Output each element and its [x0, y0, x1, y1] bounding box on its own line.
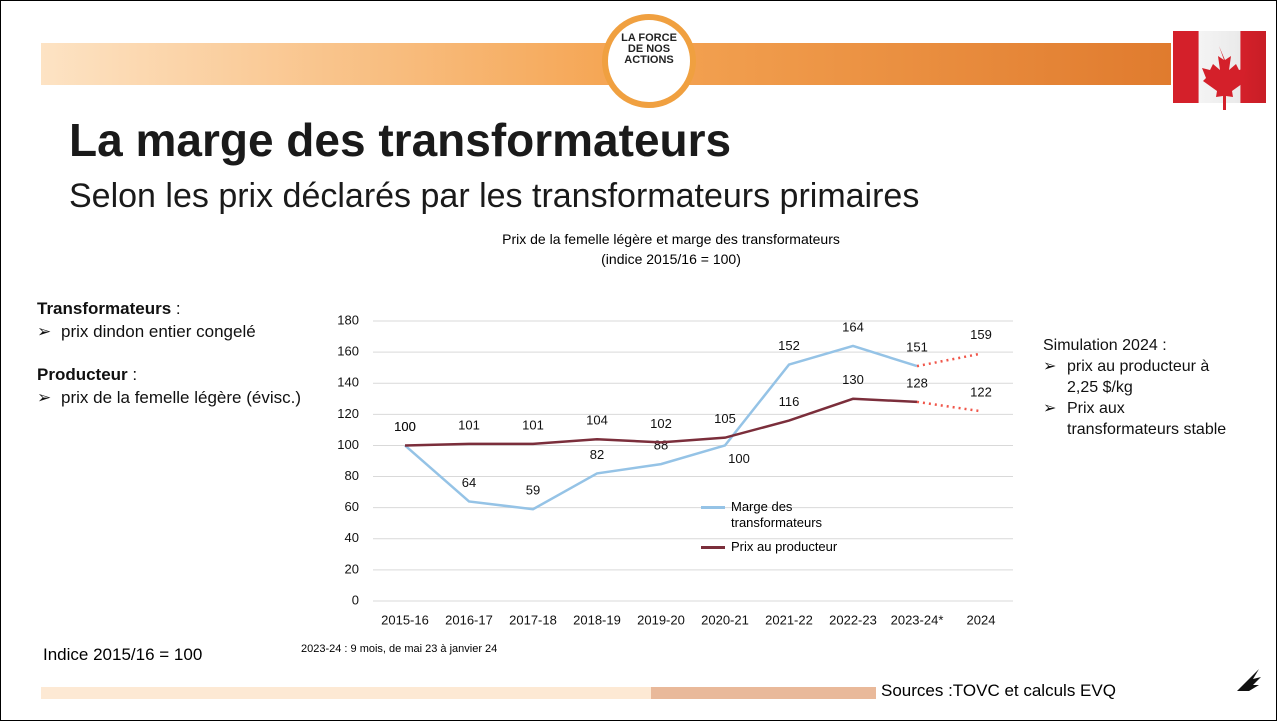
x-tick-label: 2022-23 [829, 612, 877, 627]
y-tick-label: 20 [345, 561, 359, 576]
data-label: 102 [650, 416, 672, 431]
legend: Marge des transformateurs Prix au product… [701, 499, 876, 563]
legend-label: Prix au producteur [731, 539, 837, 554]
data-label: 88 [654, 438, 668, 453]
y-tick-label: 0 [352, 592, 359, 607]
data-label: 100 [728, 451, 750, 466]
data-label: 152 [778, 338, 800, 353]
data-label: 82 [590, 447, 604, 462]
legend-swatch [701, 546, 725, 549]
y-tick-label: 80 [345, 468, 359, 483]
x-tick-label: 2015-16 [381, 612, 429, 627]
data-label: 128 [906, 375, 928, 390]
projection-segment [917, 354, 981, 366]
slide: LA FORCE DE NOS ACTIONS La marge des tra… [0, 0, 1277, 721]
data-label: 100 [394, 419, 416, 434]
x-tick-label: 2021-22 [765, 612, 813, 627]
y-tick-label: 140 [337, 375, 359, 390]
y-tick-label: 40 [345, 530, 359, 545]
data-label: 104 [586, 413, 608, 428]
x-tick-label: 2023-24* [891, 612, 944, 627]
projection-segment [917, 402, 981, 411]
data-label: 101 [522, 417, 544, 432]
data-label: 64 [462, 475, 476, 490]
x-tick-label: 2017-18 [509, 612, 557, 627]
data-label: 101 [458, 417, 480, 432]
legend-entry: Prix au producteur [701, 539, 876, 555]
legend-entry: Marge des transformateurs [701, 499, 876, 531]
x-tick-label: 2020-21 [701, 612, 749, 627]
legend-label: Marge des transformateurs [731, 499, 822, 530]
data-label: 159 [970, 327, 992, 342]
x-tick-label: 2018-19 [573, 612, 621, 627]
data-label: 130 [842, 372, 864, 387]
data-label: 122 [970, 385, 992, 400]
y-tick-label: 100 [337, 437, 359, 452]
x-tick-label: 2019-20 [637, 612, 685, 627]
y-tick-label: 60 [345, 499, 359, 514]
chart: 0 20 40 60 80 100 120 140 160 180 2015-16 2016-17 20… [1, 1, 1276, 720]
data-label: 151 [906, 340, 928, 355]
data-label: 59 [526, 483, 540, 498]
y-tick-label: 180 [337, 312, 359, 327]
y-tick-label: 160 [337, 344, 359, 359]
y-tick-label: 120 [337, 406, 359, 421]
data-label: 105 [714, 411, 736, 426]
x-tick-label: 2016-17 [445, 612, 493, 627]
data-label: 164 [842, 319, 864, 334]
x-tick-label: 2024 [967, 612, 996, 627]
legend-swatch [701, 506, 725, 509]
data-label: 116 [779, 394, 800, 409]
